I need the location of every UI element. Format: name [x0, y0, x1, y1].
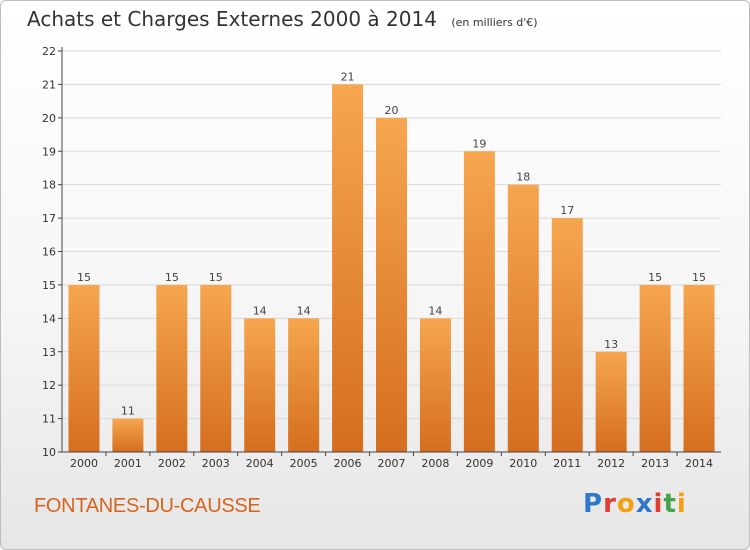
axes: 10 11 12 13 14 15 16 17 18 19 20 21 22 2000 2001 2002 20… [42, 45, 721, 470]
x-tick-label: 2007 [378, 457, 406, 470]
data-label-2003: 15 [209, 271, 223, 284]
y-tick-label: 14 [42, 312, 56, 325]
bar-2006[interactable] [332, 84, 364, 453]
x-tick-label: 2012 [597, 457, 625, 470]
data-label-2013: 15 [648, 271, 662, 284]
data-label-2008: 14 [428, 304, 442, 317]
commune-name: FONTANES-DU-CAUSSE [34, 495, 261, 517]
x-tick-label: 2009 [465, 457, 493, 470]
x-tick-label: 2011 [553, 457, 581, 470]
bar-2003[interactable] [200, 284, 232, 452]
data-label-2012: 13 [604, 338, 618, 351]
data-label-2006: 21 [341, 70, 355, 83]
x-tick-label: 2001 [114, 457, 142, 470]
bar-2002[interactable] [156, 284, 188, 452]
y-tick-label: 21 [42, 78, 56, 91]
y-tick-label: 15 [42, 279, 56, 292]
chart-unit: (en milliers d'€) [451, 16, 538, 29]
y-tick-label: 20 [42, 112, 56, 125]
chart-title: Achats et Charges Externes 2000 à 2014 (… [27, 7, 538, 31]
data-label-2002: 15 [165, 271, 179, 284]
x-tick-label: 2014 [685, 457, 713, 470]
data-label-2014: 15 [692, 271, 706, 284]
y-tick-label: 11 [42, 413, 56, 426]
bar-2004[interactable] [244, 318, 276, 452]
y-tick-label: 17 [42, 212, 56, 225]
data-label-2005: 14 [297, 304, 311, 317]
x-tick-label: 2013 [641, 457, 669, 470]
data-labels: 15 11 15 15 14 14 21 20 14 19 18 17 13 15 15 [77, 70, 706, 417]
y-tick-label: 22 [42, 45, 56, 58]
data-label-2004: 14 [253, 304, 267, 317]
logo-letter: i [676, 489, 687, 519]
logo-letter: x [635, 489, 654, 519]
proxiti-logo[interactable]: Proxiti [583, 489, 687, 519]
bar-2001[interactable] [112, 418, 144, 452]
y-tick-label: 16 [42, 246, 56, 259]
data-label-2001: 11 [121, 405, 135, 418]
logo-letter: r [603, 489, 617, 519]
data-label-2011: 17 [560, 204, 574, 217]
bar-2000[interactable] [68, 284, 100, 452]
logo-letter: o [616, 489, 636, 519]
x-tick-label: 2000 [70, 457, 98, 470]
bar-2007[interactable] [376, 117, 407, 452]
x-tick-label: 2006 [334, 457, 362, 470]
bar-2008[interactable] [419, 318, 451, 452]
data-label-2010: 18 [516, 171, 530, 184]
x-tick-label: 2005 [290, 457, 318, 470]
y-tick-label: 10 [42, 446, 56, 459]
logo-letter: t [663, 489, 677, 519]
data-label-2009: 19 [472, 137, 486, 150]
y-tick-label: 13 [42, 346, 56, 359]
logo-letter: i [653, 489, 664, 519]
bar-2012[interactable] [595, 351, 627, 452]
bars [68, 84, 715, 453]
bar-2011[interactable] [551, 218, 583, 452]
y-tick-label: 18 [42, 179, 56, 192]
x-tick-label: 2008 [421, 457, 449, 470]
x-tick-label: 2010 [509, 457, 537, 470]
bar-2009[interactable] [463, 151, 495, 452]
chart-title-text: Achats et Charges Externes 2000 à 2014 [27, 7, 437, 31]
bar-2013[interactable] [639, 284, 671, 452]
x-tick-label: 2004 [246, 457, 274, 470]
bar-2014[interactable] [683, 284, 715, 452]
x-tick-label: 2002 [158, 457, 186, 470]
x-tick-label: 2003 [202, 457, 230, 470]
y-tick-label: 12 [42, 379, 56, 392]
bar-2005[interactable] [288, 318, 320, 452]
y-tick-label: 19 [42, 145, 56, 158]
data-label-2007: 20 [385, 104, 399, 117]
data-label-2000: 15 [77, 271, 91, 284]
logo-letter: P [583, 489, 604, 519]
bar-2010[interactable] [507, 184, 539, 452]
